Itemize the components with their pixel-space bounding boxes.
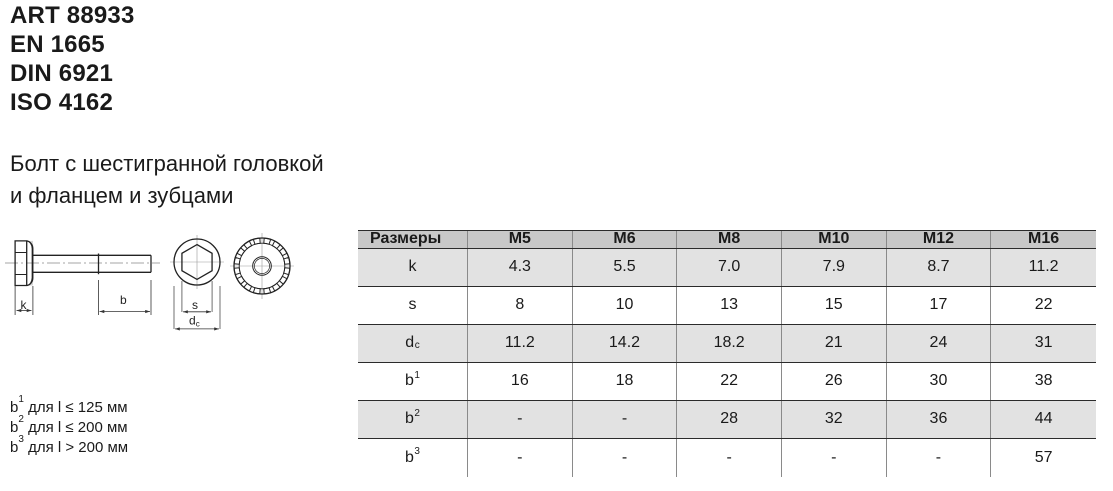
svg-text:dc: dc: [189, 314, 200, 329]
svg-text:s: s: [192, 298, 198, 312]
svg-text:b: b: [120, 293, 127, 307]
svg-text:k: k: [21, 298, 28, 312]
